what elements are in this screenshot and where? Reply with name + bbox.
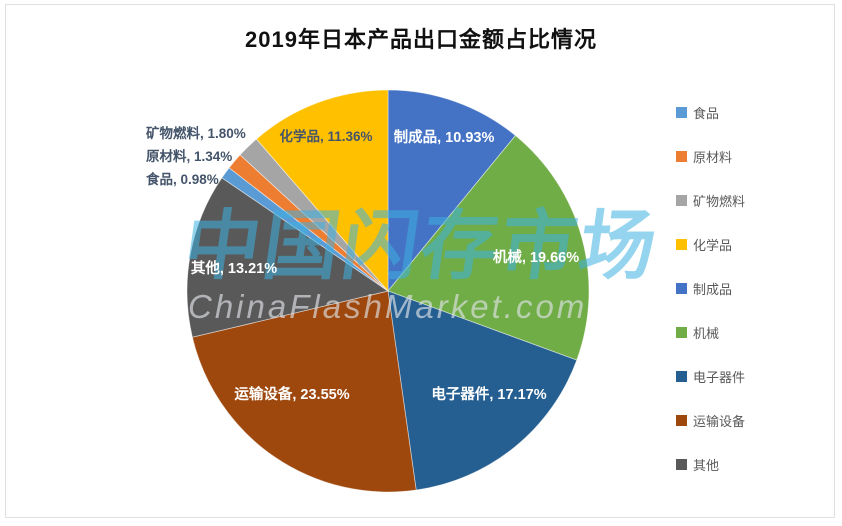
pie-slice-制成品	[387, 89, 517, 293]
legend-item-机械: 机械	[676, 323, 745, 342]
legend-swatch-icon	[676, 151, 687, 162]
pie-slice-其他	[186, 177, 389, 338]
pie-slice-化学品	[255, 89, 389, 293]
legend-swatch-icon	[676, 371, 687, 382]
pie-slice-运输设备	[191, 290, 417, 493]
slice-label-原材料: 原材料, 1.34%	[146, 148, 232, 164]
slice-label-食品: 食品, 0.98%	[146, 171, 219, 187]
legend-item-化学品: 化学品	[676, 235, 745, 254]
legend-label: 机械	[693, 326, 720, 341]
legend-item-制成品: 制成品	[676, 279, 745, 298]
legend-swatch-icon	[676, 283, 687, 294]
legend-swatch-icon	[676, 107, 687, 118]
page-title: 2019年日本产品出口金额占比情况	[245, 27, 597, 52]
slice-label-电子器件: 电子器件, 17.17%	[431, 385, 546, 403]
legend-swatch-icon	[676, 459, 687, 470]
slice-label-其他: 其他, 13.21%	[191, 259, 277, 277]
legend-item-矿物燃料: 矿物燃料	[676, 191, 745, 210]
legend-label: 运输设备	[693, 414, 746, 429]
watermark-en: ChinaFlashMarket.com	[188, 288, 587, 325]
legend-item-运输设备: 运输设备	[676, 411, 745, 430]
pie-slice-机械	[387, 134, 590, 361]
slice-label-机械: 机械, 19.66%	[493, 248, 579, 266]
watermark-cn: 中国闪存市场	[179, 204, 665, 289]
pie-slice-电子器件	[387, 290, 578, 491]
legend-label: 其他	[693, 458, 720, 473]
slice-label-化学品: 化学品, 11.36%	[279, 128, 372, 144]
chart-legend: 食品原材料矿物燃料化学品制成品机械电子器件运输设备其他	[676, 103, 745, 474]
slice-label-制成品: 制成品, 10.93%	[394, 128, 495, 146]
legend-label: 化学品	[693, 238, 733, 253]
slice-label-运输设备: 运输设备, 23.55%	[234, 385, 349, 403]
legend-item-电子器件: 电子器件	[676, 367, 745, 386]
slice-label-矿物燃料: 矿物燃料, 1.80%	[146, 125, 246, 141]
legend-item-食品: 食品	[676, 103, 745, 122]
legend-swatch-icon	[676, 195, 687, 206]
legend-item-其他: 其他	[676, 455, 745, 474]
legend-label: 制成品	[693, 282, 733, 297]
legend-item-原材料: 原材料	[676, 147, 745, 166]
legend-swatch-icon	[676, 415, 687, 426]
legend-label: 电子器件	[693, 370, 746, 385]
legend-label: 原材料	[693, 150, 733, 165]
legend-label: 食品	[693, 106, 720, 121]
legend-swatch-icon	[676, 327, 687, 338]
legend-swatch-icon	[676, 239, 687, 250]
legend-label: 矿物燃料	[693, 194, 746, 209]
